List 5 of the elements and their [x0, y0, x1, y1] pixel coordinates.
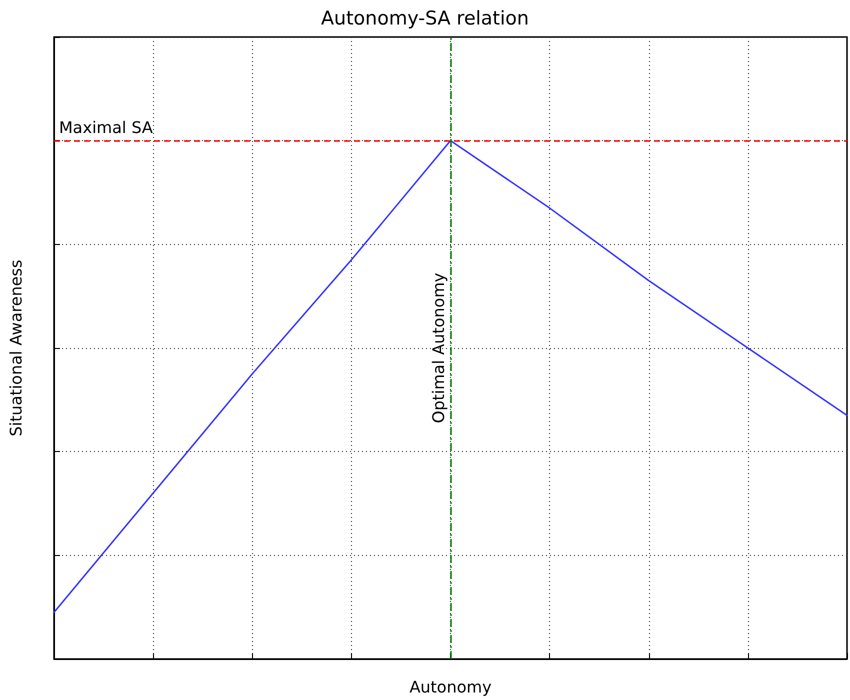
ref-line-label: Maximal SA	[59, 118, 153, 138]
x-axis-title: Autonomy	[409, 678, 492, 696]
annotation: Optimal Autonomy	[429, 272, 448, 424]
y-axis-title: Situational Awareness	[6, 260, 26, 436]
chart-title: Autonomy-SA relation	[321, 8, 529, 30]
